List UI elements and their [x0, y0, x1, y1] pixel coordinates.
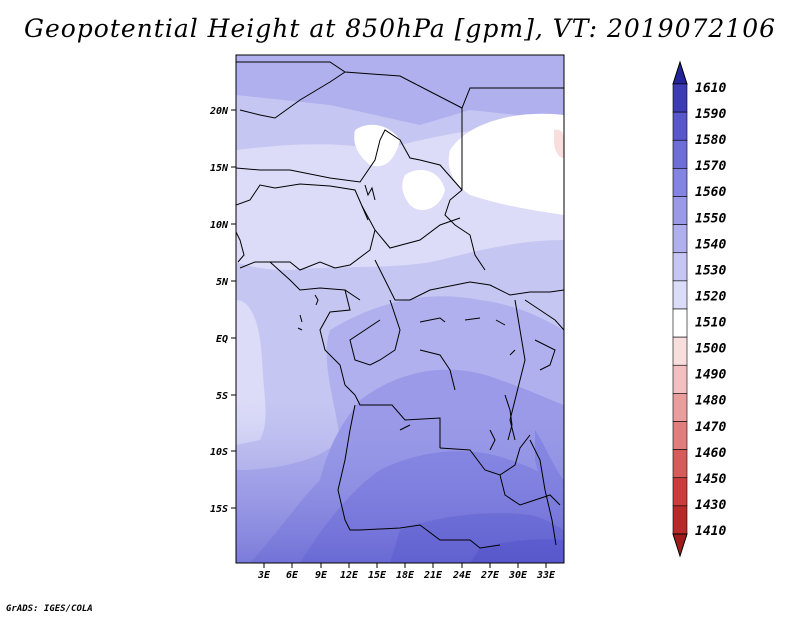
- colorbar-segment: [672, 336, 688, 366]
- lon-tick-label: 30E: [508, 570, 528, 581]
- colorbar-label: 1460: [695, 446, 726, 461]
- colorbar-segment: [672, 111, 688, 141]
- map-frame: [235, 54, 565, 564]
- colorbar-segment: [672, 252, 688, 282]
- colorbar: 1410 1430 1450 1460 1470 1480 1490 1500 1510 1520…: [672, 60, 726, 558]
- lon-axis: 3E 6E 9E 12E 15E 18E 21E 24E 27E 30E 33E: [257, 563, 556, 581]
- lat-tick-label: 5N: [216, 277, 229, 288]
- colorbar-label: 1590: [695, 107, 726, 122]
- colorbar-segment: [672, 505, 688, 535]
- lon-tick-label: 9E: [315, 570, 328, 581]
- lon-tick-label: 3E: [257, 570, 271, 581]
- colorbar-segment: [672, 421, 688, 450]
- lon-tick-label: 24E: [452, 570, 472, 581]
- colorbar-label: 1570: [695, 159, 726, 174]
- lon-tick-label: 12E: [340, 570, 359, 581]
- lon-tick-label: 15E: [368, 570, 387, 581]
- colorbar-label: 1550: [695, 211, 726, 226]
- colorbar-label: 1430: [695, 498, 726, 513]
- colorbar-label: 1520: [695, 289, 726, 304]
- colorbar-segment: [672, 393, 688, 422]
- lat-tick-label: EQ: [216, 334, 228, 345]
- colorbar-segment: [672, 533, 688, 558]
- colorbar-segment: [672, 83, 688, 113]
- colorbar-segment: [672, 224, 688, 254]
- colorbar-segment: [672, 168, 688, 197]
- height-field: [236, 55, 564, 563]
- lon-tick-label: 18E: [396, 570, 415, 581]
- colorbar-label: 1480: [695, 394, 726, 409]
- colorbar-label: 1470: [695, 420, 726, 435]
- colorbar-segment: [672, 477, 688, 507]
- colorbar-segment: [672, 364, 688, 394]
- lon-tick-label: 6E: [286, 570, 299, 581]
- colorbar-segment: [672, 60, 688, 85]
- lat-tick-label: 20N: [209, 106, 229, 117]
- colorbar-label: 1540: [695, 237, 726, 252]
- lat-tick-label: 5S: [216, 391, 228, 402]
- lon-tick-label: 21E: [423, 570, 443, 581]
- lat-tick-label: 10N: [210, 220, 229, 231]
- colorbar-segment: [672, 449, 688, 479]
- colorbar-label: 1530: [695, 263, 726, 278]
- country-borders: [236, 61, 564, 549]
- colorbar-label: 1510: [695, 316, 726, 331]
- colorbar-segment: [672, 139, 688, 169]
- grads-credit: GrADS: IGES/COLA: [6, 604, 93, 614]
- colorbar-segment: [672, 280, 688, 310]
- colorbar-segment: [672, 196, 688, 225]
- colorbar-segment: [672, 308, 688, 338]
- colorbar-label: 1560: [695, 185, 726, 200]
- colorbar-label: 1610: [695, 81, 726, 96]
- lat-tick-label: 10S: [210, 447, 228, 458]
- chart-title: Geopotential Height at 850hPa [gpm], VT:…: [23, 14, 777, 43]
- lat-tick-label: 15N: [210, 163, 229, 174]
- lon-tick-label: 27E: [480, 570, 500, 581]
- colorbar-label: 1500: [695, 342, 726, 357]
- lon-tick-label: 33E: [536, 570, 556, 581]
- colorbar-label: 1490: [695, 368, 726, 383]
- colorbar-label: 1580: [695, 133, 726, 148]
- colorbar-label: 1410: [695, 524, 726, 539]
- lat-axis: 20N 15N 10N 5N EQ 5S 10S 15S: [209, 106, 236, 515]
- lat-tick-label: 15S: [210, 504, 228, 515]
- colorbar-label: 1450: [695, 472, 726, 487]
